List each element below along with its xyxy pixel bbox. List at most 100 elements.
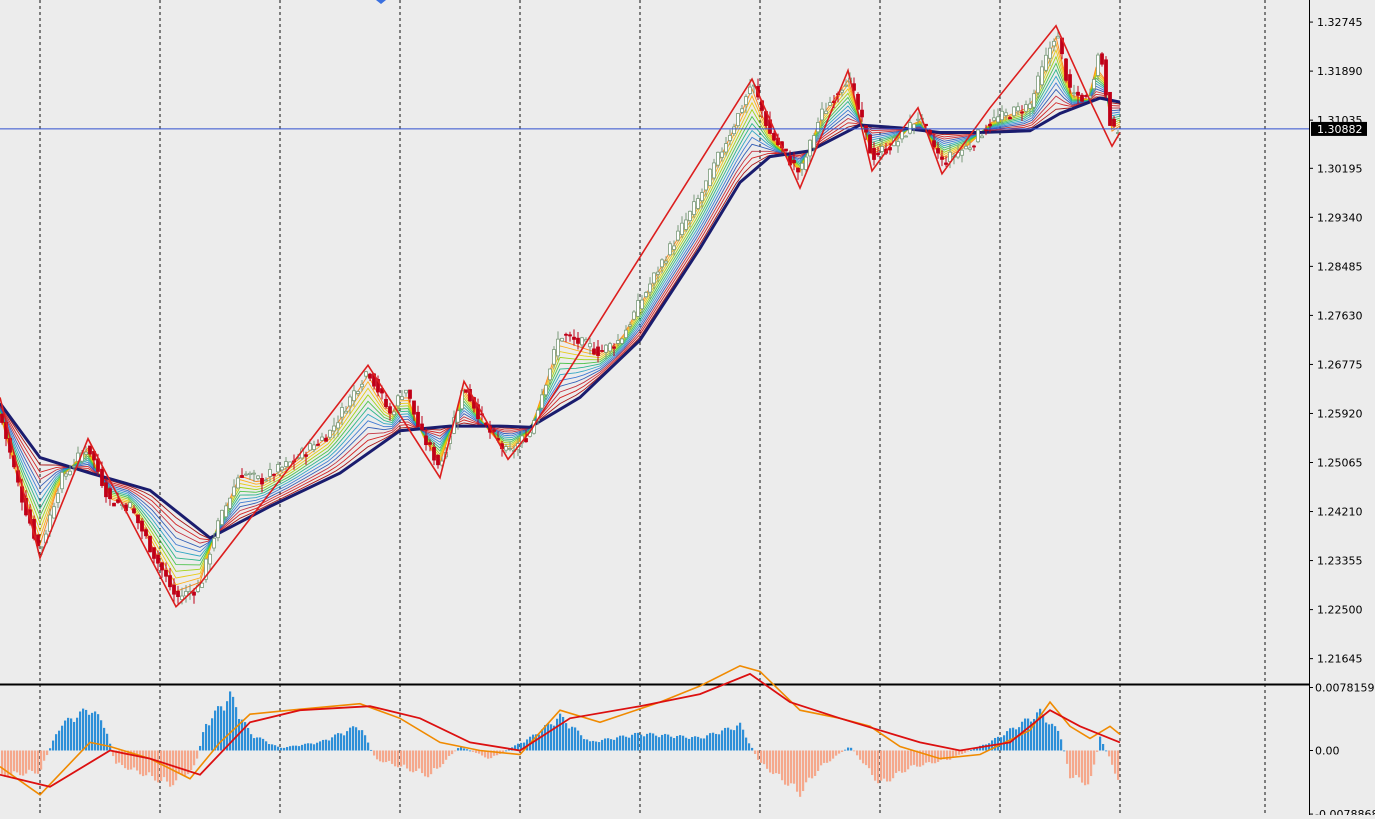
histogram-bar (550, 724, 553, 751)
histogram-bar (892, 750, 895, 779)
y-tick-label: 1.21645 (1317, 653, 1363, 666)
histogram-bar (397, 750, 400, 768)
candle-up (912, 123, 916, 129)
histogram-bar (715, 733, 718, 751)
candle-down (1108, 91, 1112, 126)
candle-up (220, 509, 224, 525)
histogram-bar (907, 750, 910, 770)
histogram-bar (388, 750, 391, 761)
histogram-bar (799, 750, 802, 797)
histogram-bar (877, 750, 880, 784)
histogram-bar (415, 750, 418, 771)
candle-down (36, 534, 40, 547)
histogram-bar (634, 732, 637, 751)
histogram-bar (814, 750, 817, 776)
histogram-bar (166, 750, 169, 782)
candle-up (588, 343, 592, 348)
histogram-bar (1081, 750, 1084, 783)
histogram-bar (688, 738, 691, 751)
histogram-bar (856, 750, 859, 756)
histogram-bar (118, 750, 121, 763)
histogram-bar (808, 750, 811, 778)
histogram-bar (328, 740, 331, 751)
candle-down (152, 547, 156, 559)
histogram-bar (349, 727, 352, 751)
candle-down (156, 554, 160, 564)
candle-up (208, 553, 212, 565)
price-axis: 1.327451.318901.310351.301951.293401.284… (1309, 0, 1375, 819)
histogram-bar (736, 725, 739, 751)
candle-up (364, 371, 368, 377)
histogram-bar (748, 743, 751, 751)
histogram-bar (574, 727, 577, 751)
histogram-bar (745, 737, 748, 751)
histogram-bar (841, 750, 844, 752)
histogram-bar (367, 742, 370, 751)
histogram-bar (889, 750, 892, 782)
histogram-bar (64, 720, 67, 751)
histogram-bar (694, 736, 697, 751)
histogram-bar (763, 750, 766, 765)
candle-up (560, 337, 564, 342)
histogram-bar (1042, 714, 1045, 751)
candle-down (988, 123, 992, 127)
histogram-bar (409, 750, 412, 772)
histogram-bar (829, 750, 832, 762)
histogram-bar (313, 744, 316, 751)
histogram-bar (337, 733, 340, 751)
candle-up (720, 151, 724, 158)
histogram-bar (772, 750, 775, 775)
candle-down (868, 134, 872, 154)
candle-up (336, 422, 340, 429)
candle-down (428, 442, 432, 445)
histogram-bar (298, 746, 301, 751)
histogram-bar (1036, 712, 1039, 751)
histogram-bar (421, 750, 424, 774)
histogram-bar (541, 729, 544, 751)
histogram-bar (481, 750, 484, 756)
candle-up (40, 546, 44, 549)
candle-up (184, 591, 188, 597)
histogram-bar (589, 741, 592, 751)
candle-up (1044, 54, 1048, 71)
histogram-bar (49, 748, 52, 751)
candle-up (732, 126, 736, 135)
candle-up (356, 391, 360, 394)
candle-up (680, 222, 684, 235)
candle-up (1040, 66, 1044, 86)
histogram-bar (664, 733, 667, 751)
histogram-bar (406, 750, 409, 769)
histogram-bar (502, 750, 505, 753)
histogram-bar (817, 750, 820, 771)
histogram-bar (544, 725, 547, 751)
histogram-bar (946, 750, 949, 760)
histogram-bar (610, 739, 613, 751)
ma-ribbon-line (0, 75, 1121, 557)
histogram-bar (637, 732, 640, 751)
candle-down (568, 334, 572, 337)
histogram-bar (658, 737, 661, 751)
histogram-bar (394, 750, 397, 767)
histogram-bar (565, 723, 568, 751)
histogram-bar (202, 732, 205, 751)
candle-up (284, 461, 288, 467)
candle-up (508, 448, 512, 450)
histogram-bar (445, 750, 448, 760)
histogram-bar (1105, 750, 1108, 752)
histogram-bar (823, 750, 826, 763)
candle-down (1112, 118, 1116, 127)
price-panel[interactable] (0, 0, 1309, 686)
histogram-bar (787, 750, 790, 786)
histogram-bar (265, 741, 268, 751)
candle-up (724, 143, 728, 153)
histogram-bar (661, 734, 664, 751)
histogram-bar (61, 725, 64, 751)
histogram-bar (793, 750, 796, 784)
histogram-bar (1072, 750, 1075, 778)
candle-down (416, 411, 420, 428)
macd-panel[interactable] (0, 664, 1121, 797)
candle-down (164, 569, 168, 577)
candle-down (140, 520, 144, 532)
histogram-bar (289, 746, 292, 751)
